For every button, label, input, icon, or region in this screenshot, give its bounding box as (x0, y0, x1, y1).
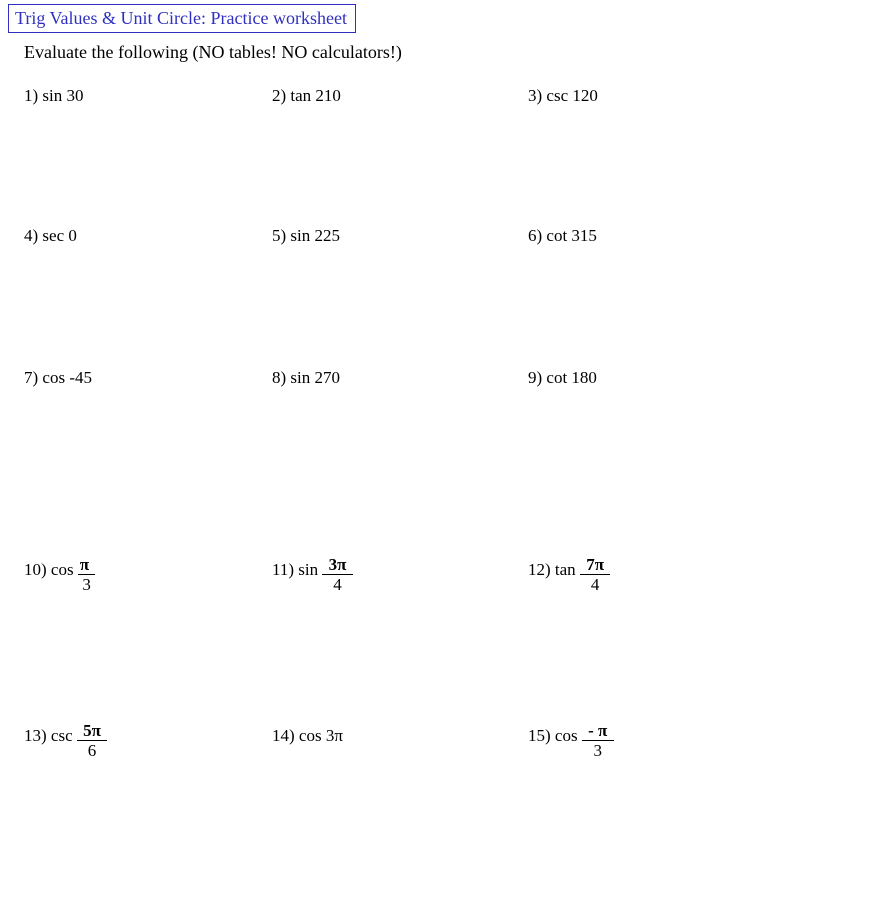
problem-6: 6) cot 315 (528, 226, 597, 246)
problem-15: 15) cos - π 3 (528, 722, 614, 759)
problem-15-den: 3 (582, 741, 614, 759)
problem-8: 8) sin 270 (272, 368, 340, 388)
problem-13-fraction: 5π 6 (77, 722, 107, 759)
problem-11-num: 3π (329, 555, 347, 574)
problem-13-den: 6 (77, 741, 107, 759)
problem-12: 12) tan 7π 4 (528, 556, 610, 593)
problem-12-num: 7π (586, 555, 604, 574)
problem-14: 14) cos 3π (272, 726, 343, 746)
instructions-text: Evaluate the following (NO tables! NO ca… (24, 42, 402, 63)
problem-11-fraction: 3π 4 (322, 556, 352, 593)
problem-10-den: 3 (78, 575, 96, 593)
problem-13-prefix: 13) csc (24, 722, 73, 746)
problem-12-den: 4 (580, 575, 610, 593)
problem-15-prefix: 15) cos (528, 722, 578, 746)
problem-1: 1) sin 30 (24, 86, 84, 106)
problem-9: 9) cot 180 (528, 368, 597, 388)
problem-12-fraction: 7π 4 (580, 556, 610, 593)
problem-5: 5) sin 225 (272, 226, 340, 246)
problem-4: 4) sec 0 (24, 226, 77, 246)
problem-14-label: 14) cos 3π (272, 726, 343, 745)
worksheet-title: Trig Values & Unit Circle: Practice work… (8, 4, 356, 33)
problem-11-den: 4 (322, 575, 352, 593)
problem-12-prefix: 12) tan (528, 556, 576, 580)
problem-11-prefix: 11) sin (272, 556, 318, 580)
problem-10-prefix: 10) cos (24, 556, 74, 580)
problem-15-fraction: - π 3 (582, 722, 614, 759)
problem-11: 11) sin 3π 4 (272, 556, 353, 593)
problem-13-num: 5π (83, 721, 101, 740)
problem-10: 10) cos π 3 (24, 556, 95, 593)
problem-3: 3) csc 120 (528, 86, 598, 106)
problem-10-fraction: π 3 (78, 556, 96, 593)
problem-15-num: - π (588, 721, 607, 740)
problem-7: 7) cos -45 (24, 368, 92, 388)
problem-10-num: π (80, 555, 89, 574)
problem-2: 2) tan 210 (272, 86, 341, 106)
problem-13: 13) csc 5π 6 (24, 722, 107, 759)
